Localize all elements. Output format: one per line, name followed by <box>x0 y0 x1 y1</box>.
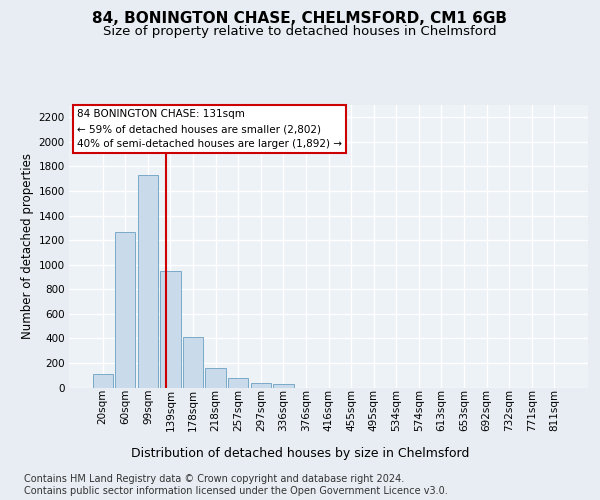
Text: Contains HM Land Registry data © Crown copyright and database right 2024.: Contains HM Land Registry data © Crown c… <box>24 474 404 484</box>
Bar <box>160 271 181 388</box>
Y-axis label: Number of detached properties: Number of detached properties <box>22 153 34 340</box>
Bar <box>92 374 113 388</box>
Bar <box>251 382 271 388</box>
Text: Size of property relative to detached houses in Chelmsford: Size of property relative to detached ho… <box>103 25 497 38</box>
Text: Distribution of detached houses by size in Chelmsford: Distribution of detached houses by size … <box>131 448 469 460</box>
Text: Contains public sector information licensed under the Open Government Licence v3: Contains public sector information licen… <box>24 486 448 496</box>
Bar <box>273 384 293 388</box>
Bar <box>115 232 136 388</box>
Bar <box>138 175 158 388</box>
Text: 84 BONINGTON CHASE: 131sqm
← 59% of detached houses are smaller (2,802)
40% of s: 84 BONINGTON CHASE: 131sqm ← 59% of deta… <box>77 109 342 149</box>
Bar <box>183 336 203 388</box>
Text: 84, BONINGTON CHASE, CHELMSFORD, CM1 6GB: 84, BONINGTON CHASE, CHELMSFORD, CM1 6GB <box>92 11 508 26</box>
Bar <box>228 378 248 388</box>
Bar <box>205 368 226 388</box>
